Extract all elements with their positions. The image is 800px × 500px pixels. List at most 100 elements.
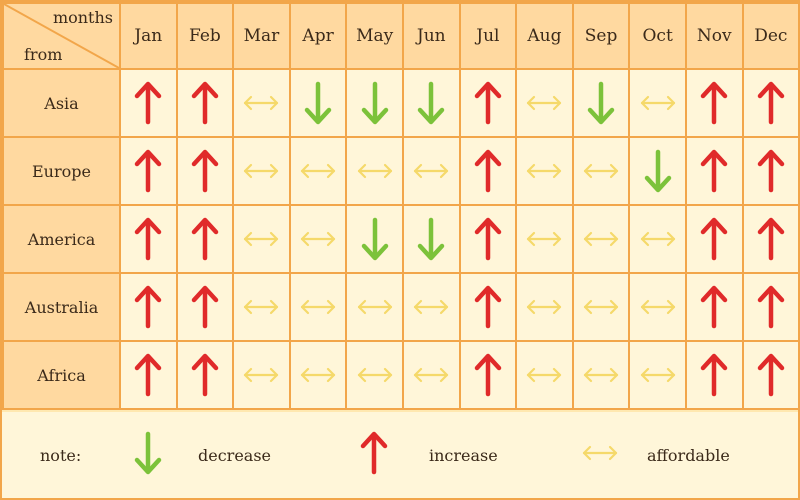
trend-cell-asia-jun — [401, 68, 461, 138]
increase-arrow-icon — [700, 353, 728, 397]
trend-cell-europe-oct — [628, 136, 687, 206]
grid-body: Asia Europe America Australia Africa — [2, 68, 800, 410]
increase-arrow-icon — [757, 149, 785, 193]
table-row: Australia — [2, 272, 800, 342]
month-sep: Sep — [571, 2, 631, 70]
trend-cell-asia-aug — [515, 68, 574, 138]
trend-cell-america-mar — [232, 204, 291, 274]
increase-arrow-icon — [191, 285, 219, 329]
trend-cell-asia-nov — [684, 68, 744, 138]
increase-legend-svg-icon — [360, 431, 388, 475]
increase-arrow-icon — [757, 81, 785, 125]
trend-cell-asia-mar — [232, 68, 291, 138]
trend-cell-europe-apr — [288, 136, 348, 206]
increase-arrow-icon — [135, 81, 162, 125]
affordable-arrow-icon — [300, 231, 336, 247]
trend-cell-america-oct — [628, 204, 687, 274]
affordable-arrow-icon — [640, 231, 675, 247]
trend-cell-africa-aug — [515, 340, 574, 410]
month-dec: Dec — [741, 2, 800, 70]
region-label-africa: Africa — [2, 340, 121, 410]
affordable-arrow-icon — [414, 299, 449, 315]
month-jan: Jan — [119, 2, 178, 70]
affordable-arrow-icon — [583, 231, 619, 247]
increase-arrow-icon — [135, 353, 162, 397]
increase-arrow-icon — [191, 353, 219, 397]
trend-cell-australia-mar — [232, 272, 291, 342]
increase-arrow-icon — [360, 430, 388, 480]
month-nov: Nov — [684, 2, 744, 70]
increase-arrow-icon — [474, 353, 502, 397]
trend-cell-australia-dec — [741, 272, 800, 342]
increase-arrow-icon — [191, 81, 219, 125]
trend-cell-australia-aug — [515, 272, 574, 342]
affordable-arrow-icon — [357, 163, 392, 179]
trend-cell-america-jun — [401, 204, 461, 274]
trend-cell-europe-sep — [571, 136, 631, 206]
affordable-arrow-icon — [527, 95, 562, 111]
trend-cell-africa-jun — [401, 340, 461, 410]
decrease-arrow-icon — [134, 430, 162, 480]
trend-cell-africa-jul — [458, 340, 518, 410]
decrease-legend-svg-icon — [134, 431, 162, 475]
trend-cell-europe-jul — [458, 136, 518, 206]
trend-cell-australia-jun — [401, 272, 461, 342]
month-jun: Jun — [401, 2, 461, 70]
decrease-arrow-icon — [418, 217, 445, 261]
increase-arrow-icon — [135, 285, 162, 329]
trend-cell-europe-nov — [684, 136, 744, 206]
trend-cell-europe-dec — [741, 136, 800, 206]
trend-cell-europe-feb — [175, 136, 235, 206]
table-row: Europe — [2, 136, 800, 206]
trend-cell-australia-may — [345, 272, 404, 342]
trend-cell-america-sep — [571, 204, 631, 274]
affordable-arrow-icon — [357, 367, 392, 383]
decrease-arrow-icon — [587, 81, 615, 125]
decrease-arrow-icon — [361, 81, 388, 125]
trend-cell-africa-sep — [571, 340, 631, 410]
affordable-arrow-icon — [244, 163, 279, 179]
affordable-arrow-icon — [244, 299, 279, 315]
trend-cell-australia-oct — [628, 272, 687, 342]
trend-cell-africa-nov — [684, 340, 744, 410]
legend-decrease-text: decrease — [198, 445, 272, 465]
affordable-arrow-icon — [527, 367, 562, 383]
trend-cell-australia-nov — [684, 272, 744, 342]
trend-cell-africa-oct — [628, 340, 687, 410]
trend-cell-africa-feb — [175, 340, 235, 410]
affordable-arrow-icon — [244, 367, 279, 383]
trend-grid: months from Jan Feb Mar Apr May Jun Jul … — [2, 2, 800, 410]
trend-cell-africa-jan — [119, 340, 178, 410]
trend-cell-america-jul — [458, 204, 518, 274]
trend-cell-asia-feb — [175, 68, 235, 138]
corner-cell: months from — [2, 2, 121, 70]
trend-cell-africa-mar — [232, 340, 291, 410]
affordable-arrow-icon — [580, 443, 620, 467]
affordable-arrow-icon — [300, 367, 336, 383]
legend-label: note: — [40, 445, 82, 465]
increase-arrow-icon — [474, 81, 502, 125]
affordable-arrow-icon — [414, 367, 449, 383]
increase-arrow-icon — [700, 81, 728, 125]
trend-cell-australia-apr — [288, 272, 348, 342]
trend-cell-africa-apr — [288, 340, 348, 410]
trend-cell-asia-oct — [628, 68, 687, 138]
month-aug: Aug — [515, 2, 574, 70]
trend-cell-africa-dec — [741, 340, 800, 410]
increase-arrow-icon — [135, 149, 162, 193]
decrease-arrow-icon — [304, 81, 332, 125]
trend-cell-australia-jul — [458, 272, 518, 342]
trend-cell-asia-sep — [571, 68, 631, 138]
trend-cell-america-dec — [741, 204, 800, 274]
increase-arrow-icon — [191, 149, 219, 193]
trend-cell-africa-may — [345, 340, 404, 410]
legend-increase-text: increase — [429, 445, 498, 465]
month-oct: Oct — [628, 2, 687, 70]
trend-cell-america-feb — [175, 204, 235, 274]
affordable-arrow-icon — [357, 299, 392, 315]
trend-cell-europe-jun — [401, 136, 461, 206]
trend-cell-europe-may — [345, 136, 404, 206]
region-label-america: America — [2, 204, 121, 274]
affordable-arrow-icon — [244, 95, 279, 111]
trend-cell-europe-aug — [515, 136, 574, 206]
